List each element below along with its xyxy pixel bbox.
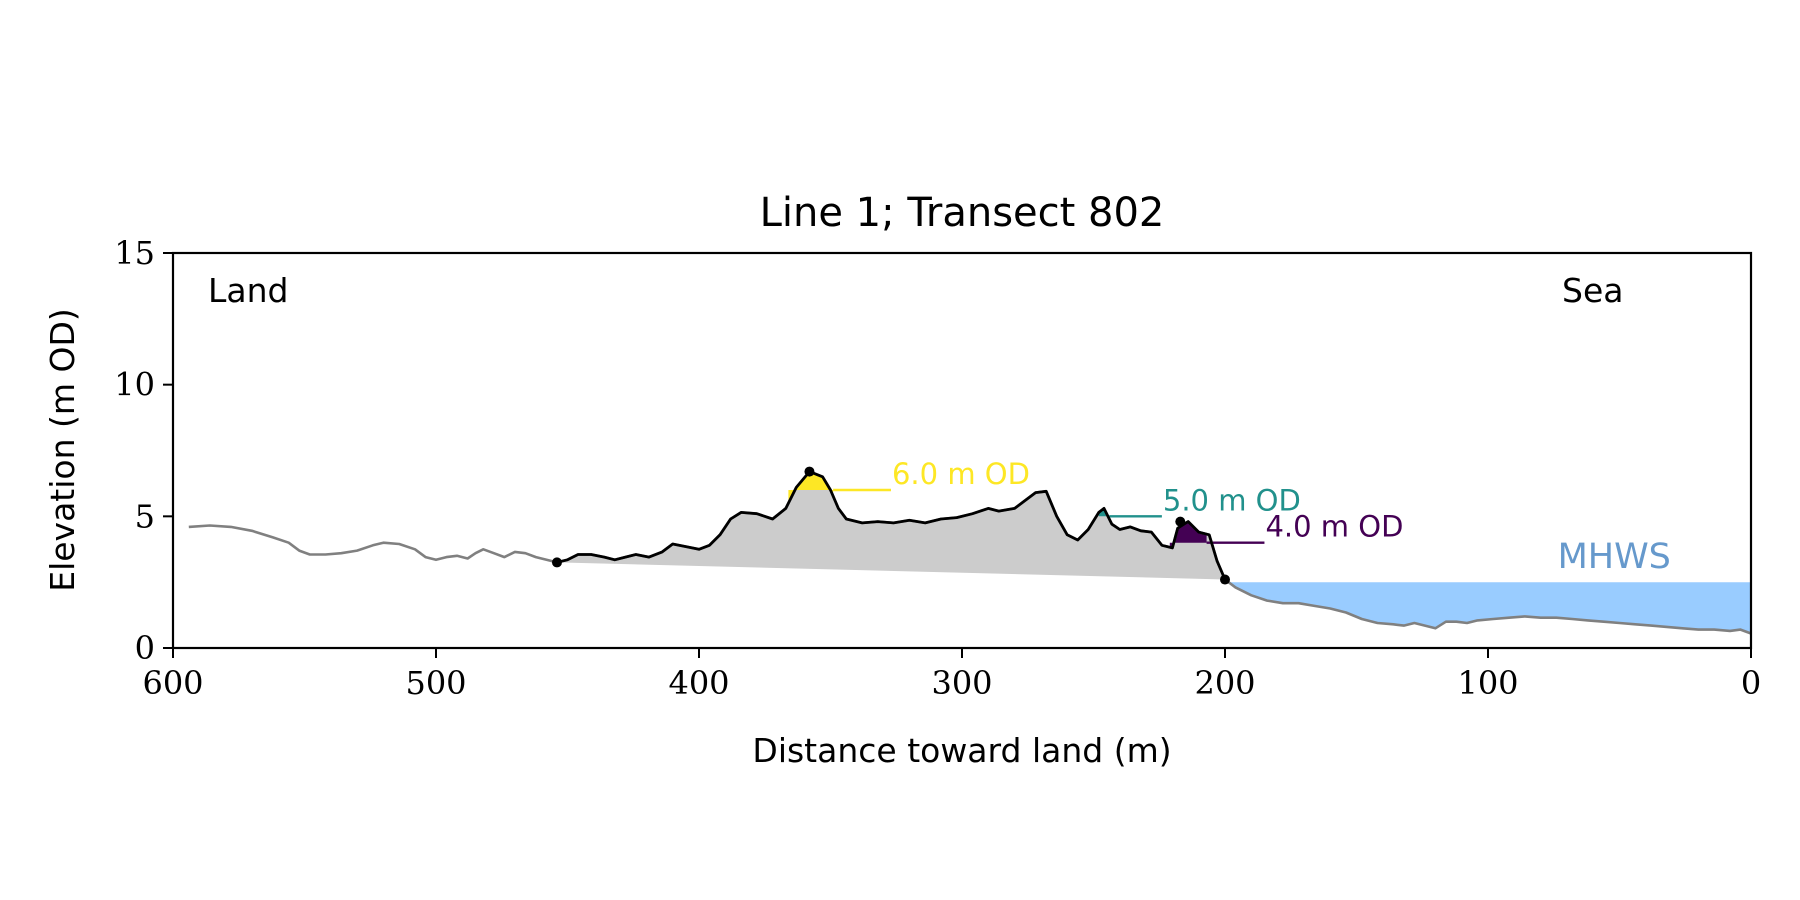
sea-label: Sea [1562, 271, 1623, 310]
y-axis-label: Elevation (m OD) [43, 308, 82, 592]
dune-point-4 [1220, 574, 1230, 585]
level-label-3: 4.0 m OD [1265, 510, 1403, 544]
level-label-2: 5.0 m OD [1163, 483, 1301, 517]
mhws-label: MHWS [1558, 537, 1671, 577]
x-tick-label-300: 300 [931, 664, 992, 702]
dune-point-2 [804, 466, 815, 477]
sea-area-fill [1225, 579, 1751, 634]
land-label: Land [208, 271, 288, 310]
dune-profile-line [556, 470, 1227, 581]
dune-point-1 [551, 557, 562, 568]
x-tick-label-500: 500 [405, 664, 466, 702]
chart-title: Line 1; Transect 802 [760, 190, 1165, 236]
x-axis-label: Distance toward land (m) [752, 731, 1171, 770]
plot-area: 6.0 m OD 5.0 m OD4.0 m OD MHWS [188, 457, 1752, 635]
x-tick-label-200: 200 [1194, 664, 1255, 702]
dune-point-3 [1175, 516, 1186, 527]
x-tick-label-400: 400 [668, 664, 729, 702]
level-label-1: 6.0 m OD [892, 457, 1030, 491]
y-tick-label-15: 15 [114, 234, 155, 272]
dune-volume-fill [557, 471, 1225, 580]
x-tick-label-0: 0 [1741, 664, 1761, 702]
y-tick-label-5: 5 [135, 497, 155, 535]
x-tick-label-100: 100 [1457, 664, 1518, 702]
axis-ticks: 600 500 400 300 200 100 0 0 5 10 15 [114, 234, 1761, 702]
y-tick-label-10: 10 [114, 366, 155, 404]
level-fill-1 [788, 471, 834, 504]
y-tick-label-0: 0 [135, 629, 155, 667]
x-tick-label-600: 600 [142, 664, 203, 702]
